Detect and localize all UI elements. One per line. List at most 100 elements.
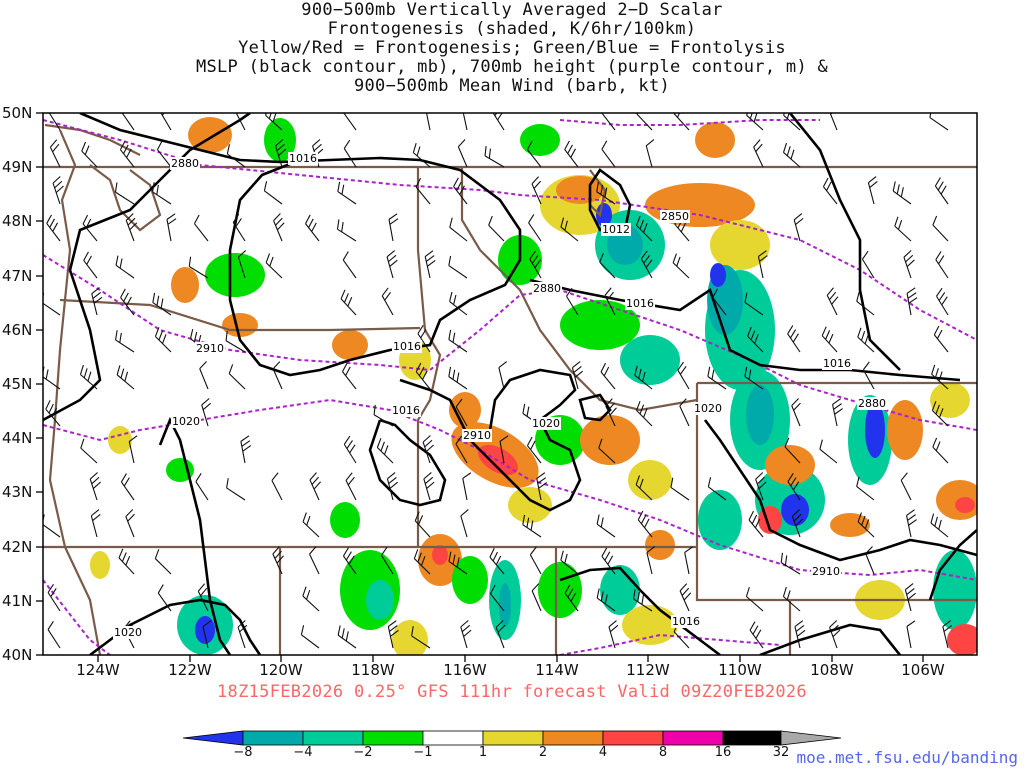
wind-barb [791, 398, 801, 427]
wind-barb [453, 177, 468, 205]
wind-barb [787, 473, 801, 501]
wind-barb [744, 292, 764, 316]
wind-barb [906, 287, 918, 316]
shade-blob [392, 620, 428, 655]
mslp-label: 1020 [172, 415, 200, 428]
wind-barb [380, 546, 394, 575]
mslp-contour [79, 113, 522, 377]
wind-barb [601, 113, 616, 131]
wind-barb [448, 255, 468, 279]
wind-barb [125, 213, 138, 242]
wind-barb [749, 621, 764, 649]
wind-barb [782, 586, 801, 612]
wind-barb [679, 583, 692, 612]
wind-barb [201, 398, 211, 427]
border-id-mt [460, 167, 698, 412]
wind-barb [119, 140, 135, 168]
wind-barb [793, 213, 804, 242]
wind-barb [82, 214, 98, 242]
wind-barb [829, 620, 841, 649]
shade-blob [710, 220, 770, 270]
wind-barb [932, 215, 949, 242]
wind-barb [564, 140, 579, 168]
shade-blob [560, 300, 640, 350]
wind-barb [90, 509, 101, 538]
wind-barb [826, 287, 839, 316]
shade-blob [449, 392, 481, 428]
wind-barb [784, 437, 801, 464]
wind-barb [560, 217, 579, 242]
wind-barb [118, 548, 135, 575]
mslp-label: 1012 [602, 223, 630, 236]
colorbar-label: 32 [772, 745, 790, 760]
mslp-label: 1016 [823, 357, 851, 370]
wind-barb [337, 625, 357, 649]
credit-link[interactable]: moe.met.fsu.edu/banding [796, 748, 1018, 767]
wind-barb [744, 366, 764, 390]
lon-label-116w: 116W [443, 661, 487, 679]
wind-barb [571, 361, 583, 390]
wind-barb [373, 404, 394, 427]
shade-blob [90, 551, 110, 579]
colorbar-label: −1 [413, 745, 433, 760]
wind-barb [342, 362, 357, 390]
wind-barb [199, 361, 209, 390]
wind-barb [342, 547, 357, 575]
wind-barb [712, 288, 727, 316]
mslp-label: 1016 [392, 404, 420, 417]
colorbar-label: 2 [538, 745, 548, 760]
wind-barb [605, 398, 617, 427]
lat-label-49n: 49N [2, 158, 33, 176]
wind-barb [275, 139, 287, 168]
wind-barb [152, 182, 172, 205]
wind-barb [598, 438, 616, 464]
wind-barb [448, 551, 468, 575]
wind-barb [746, 113, 764, 131]
wind-barb [635, 475, 653, 501]
wind-barb [271, 472, 283, 501]
shade-blob [108, 426, 132, 454]
mslp-contour [703, 419, 977, 562]
wind-barb [892, 181, 912, 205]
wind-barb [240, 435, 252, 464]
wind-barb [309, 472, 322, 501]
wind-barb [273, 213, 285, 242]
wind-barb [202, 620, 212, 649]
shade-blob [366, 580, 394, 620]
wind-barb [929, 113, 949, 131]
wind-barb [300, 625, 320, 649]
wind-barb [152, 292, 172, 316]
wind-barb [340, 289, 357, 316]
colorbar-swatch [780, 730, 842, 746]
wind-barb [753, 139, 764, 168]
wind-barb [637, 510, 653, 538]
wind-barb [337, 181, 357, 205]
wind-barb [386, 250, 398, 279]
wind-barb [225, 330, 246, 353]
wind-barb [156, 140, 172, 168]
wind-barb [491, 113, 505, 131]
shade-blob [600, 565, 640, 615]
colorbar [182, 730, 842, 746]
shade-blob [865, 402, 885, 458]
wind-barb [942, 620, 953, 649]
axis-ticks [36, 112, 924, 662]
shade-blob [830, 513, 870, 537]
wind-barb [342, 113, 357, 131]
border-puget [89, 164, 162, 232]
colorbar-label: −8 [233, 745, 253, 760]
lat-label-50n: 50N [2, 104, 33, 122]
wind-barb [904, 583, 916, 612]
wind-barb [49, 139, 61, 168]
wind-barb [645, 139, 655, 168]
wind-barb [449, 291, 468, 316]
wind-barb [490, 584, 505, 612]
shade-blob [933, 550, 977, 630]
wind-barb [783, 113, 801, 131]
wind-barb [867, 176, 878, 205]
shade-blob [622, 605, 678, 645]
mslp-contour [399, 368, 582, 512]
wind-barb [932, 437, 949, 464]
border-lake [589, 169, 607, 218]
wind-barb [47, 583, 61, 612]
